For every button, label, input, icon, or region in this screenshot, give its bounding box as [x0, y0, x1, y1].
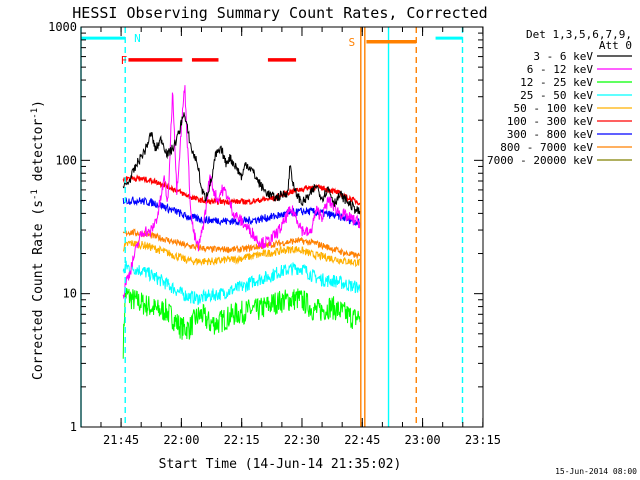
chart-title: HESSI Observing Summary Count Rates, Cor…	[72, 4, 487, 22]
y-tick-label-0: 1	[70, 420, 77, 434]
x-tick-label-6: 23:15	[465, 433, 501, 447]
y-tick-label-3: 1000	[48, 20, 77, 34]
footer-date: 15-Jun-2014 08:00	[555, 467, 637, 476]
series-line-4	[122, 239, 361, 268]
y-axis-label-sup2: -1	[30, 108, 40, 119]
night-label: N	[134, 32, 141, 45]
legend-label-0: 3 - 6 keV	[533, 50, 593, 63]
legend-label-8: 7000 - 20000 keV	[487, 154, 593, 167]
x-axis-label: Start Time (14-Jun-14 21:35:02)	[159, 457, 402, 472]
legend-label-4: 50 - 100 keV	[514, 102, 594, 115]
x-tick-label-0: 21:45	[103, 433, 139, 447]
overlay-layer: NF S	[80, 27, 464, 427]
x-tick-label-2: 22:15	[224, 433, 260, 447]
legend-label-2: 12 - 25 keV	[520, 76, 593, 89]
x-tick-label-1: 22:00	[163, 433, 199, 447]
series-line-0	[122, 112, 361, 215]
y-tick-label-2: 100	[55, 153, 77, 167]
legend-label-5: 100 - 300 keV	[507, 115, 593, 128]
x-tick-label-5: 23:00	[405, 433, 441, 447]
y-axis-label: Corrected Count Rate (s-1 detector-1)	[30, 100, 46, 380]
series-line-1	[122, 85, 361, 300]
y-axis-label-main: Corrected Count Rate (s	[31, 200, 46, 380]
x-tick-label-3: 22:30	[284, 433, 320, 447]
x-tick-label-4: 22:45	[344, 433, 380, 447]
flag-label-0: F	[121, 54, 128, 67]
flag-label-1: S	[349, 36, 356, 49]
series-line-7	[122, 228, 361, 259]
legend-label-6: 300 - 800 keV	[507, 128, 593, 141]
legend-header-1: Att 0	[599, 39, 632, 52]
axes-layer: 1 10 100 1000 21:45 22:00 22:15 22:30 22:45 23:00…	[48, 20, 501, 447]
legend-label-1: 6 - 12 keV	[527, 63, 594, 76]
y-tick-label-1: 10	[63, 287, 77, 301]
y-axis-label-sup1: -1	[30, 189, 40, 200]
legend-header-0: Det 1,3,5,6,7,9,	[526, 28, 632, 41]
legend-label-3: 25 - 50 keV	[520, 89, 593, 102]
legend-label-7: 800 - 7000 keV	[500, 141, 593, 154]
series-line-2	[122, 287, 361, 359]
y-axis-label-mid: detector	[31, 119, 46, 190]
data-series-layer	[122, 85, 361, 359]
y-axis-label-end: )	[31, 100, 46, 108]
series-line-3	[122, 260, 361, 306]
